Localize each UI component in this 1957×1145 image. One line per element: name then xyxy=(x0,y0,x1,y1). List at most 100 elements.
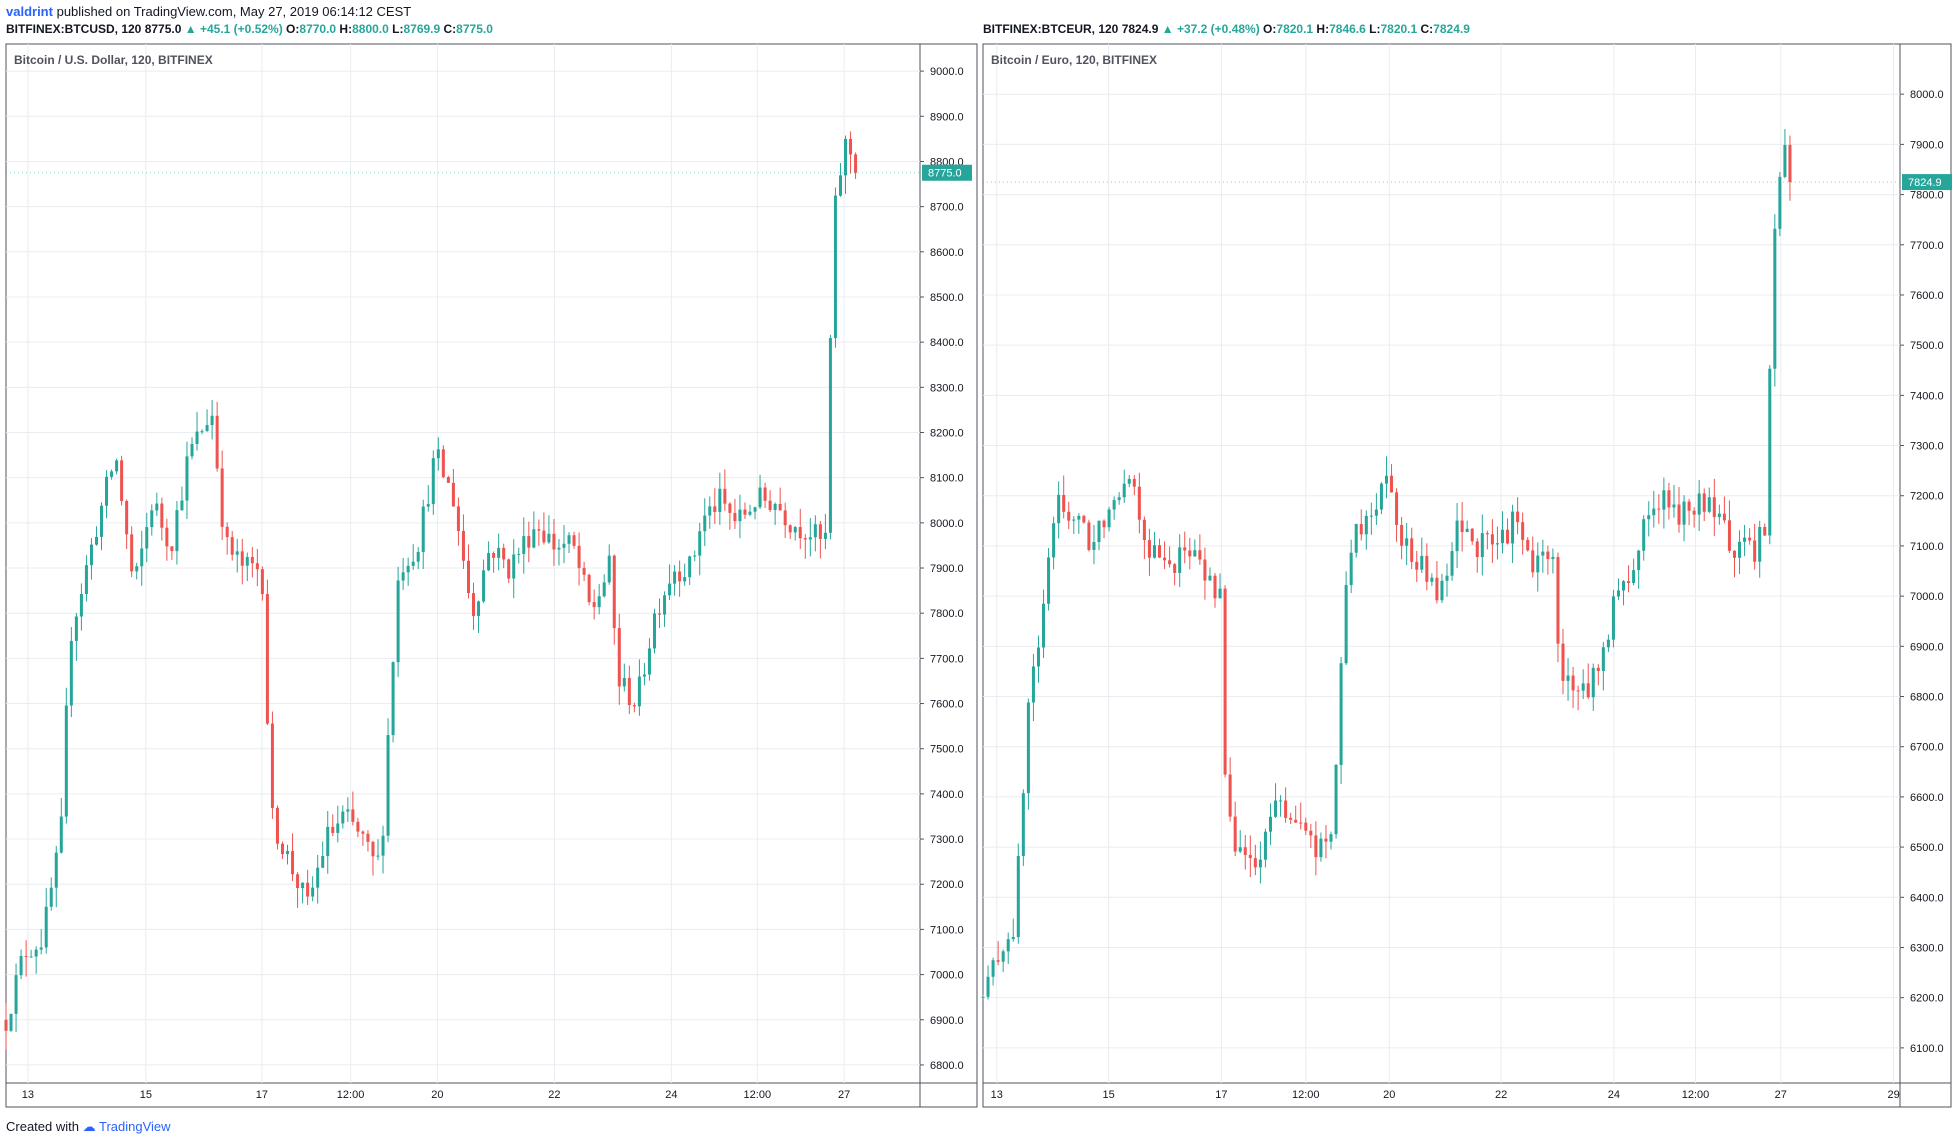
candle-body xyxy=(527,536,531,548)
right-change: +37.2 (+0.48%) xyxy=(1176,22,1260,36)
y-tick-label: 7900.0 xyxy=(930,563,964,575)
candle-body xyxy=(1662,490,1666,510)
candle-body xyxy=(1193,550,1197,557)
candle-body xyxy=(1546,551,1550,560)
candle-body xyxy=(145,527,149,549)
candle-body xyxy=(341,811,345,824)
candle-body xyxy=(477,601,481,616)
candle-body xyxy=(1309,830,1313,836)
y-tick-label: 8200.0 xyxy=(930,427,964,439)
y-tick-label: 7200.0 xyxy=(1910,491,1944,503)
candle-body xyxy=(225,526,229,538)
candle-body xyxy=(1284,800,1288,818)
y-tick-label: 6500.0 xyxy=(1910,842,1944,854)
left-change: +45.1 (+0.52%) xyxy=(199,22,283,36)
candle-body xyxy=(64,705,68,817)
author-link[interactable]: valdrint xyxy=(6,4,53,19)
candle-body xyxy=(507,559,511,579)
candle-body xyxy=(361,831,365,834)
candle-body xyxy=(617,628,621,687)
candle-body xyxy=(1384,475,1388,484)
candle-body xyxy=(1137,486,1141,520)
candle-body xyxy=(1183,547,1187,551)
y-tick-label: 7900.0 xyxy=(1910,139,1944,151)
candle-body xyxy=(1697,493,1701,515)
candle-body xyxy=(180,500,184,511)
y-tick-label: 7400.0 xyxy=(1910,390,1944,402)
candle-body xyxy=(1036,647,1040,667)
candle-body xyxy=(1470,528,1474,542)
candle-body xyxy=(502,547,506,560)
left-symbol: BITFINEX:BTCUSD, 120 xyxy=(6,22,142,36)
candle-body xyxy=(1571,675,1575,691)
candle-body xyxy=(492,553,496,558)
right-low: 7820.1 xyxy=(1380,22,1418,36)
candle-body xyxy=(642,674,646,677)
y-tick-label: 7700.0 xyxy=(1910,240,1944,252)
candle-body xyxy=(813,524,817,538)
y-tick-label: 7000.0 xyxy=(1910,591,1944,603)
candle-body xyxy=(1450,551,1454,576)
published-text: published on TradingView.com, May 27, 20… xyxy=(56,4,412,19)
candle-body xyxy=(1112,500,1116,510)
candle-body xyxy=(396,580,400,663)
candle-body xyxy=(991,960,995,977)
y-tick-label: 8100.0 xyxy=(930,473,964,485)
candle-body xyxy=(1556,556,1560,644)
candle-body xyxy=(210,415,214,426)
candle-body xyxy=(1047,557,1051,604)
candle-body xyxy=(1329,834,1333,842)
candle-body xyxy=(1334,764,1338,835)
tradingview-brand[interactable]: TradingView xyxy=(99,1119,171,1134)
candle-body xyxy=(1722,513,1726,521)
candle-body xyxy=(1415,561,1419,570)
candle-body xyxy=(658,613,662,615)
candle-body xyxy=(150,510,154,528)
candle-body xyxy=(250,557,254,564)
candle-body xyxy=(1198,550,1202,560)
candle-body xyxy=(1717,513,1721,518)
candle-body xyxy=(1445,575,1449,581)
y-tick-label: 7800.0 xyxy=(1910,190,1944,202)
candle-body xyxy=(1072,519,1076,521)
candle-body xyxy=(838,175,842,196)
candle-body xyxy=(69,640,73,706)
panel-title: Bitcoin / U.S. Dollar, 120, BITFINEX xyxy=(14,53,213,67)
candle-body xyxy=(416,552,420,562)
candle-body xyxy=(517,553,521,555)
candle-body xyxy=(1233,816,1237,852)
panel-frame xyxy=(5,43,978,1108)
candle-body xyxy=(1727,520,1731,551)
candle-body xyxy=(1753,540,1757,562)
candle-body xyxy=(748,511,752,515)
candle-body xyxy=(1732,550,1736,558)
candle-body xyxy=(1435,577,1439,601)
candle-body xyxy=(803,538,807,540)
y-tick-label: 6700.0 xyxy=(1910,742,1944,754)
candle-body xyxy=(306,882,310,897)
candle-body xyxy=(1591,667,1595,698)
candle-body xyxy=(773,503,777,510)
x-tick-label: 15 xyxy=(140,1089,152,1101)
candle-body xyxy=(436,449,440,459)
charts-canvas[interactable]: 6800.0 6900.0 7000.0 7100.0 7200.0 7300.0 7400… xyxy=(0,0,1957,1115)
candle-body xyxy=(577,545,581,568)
left-close: 8775.0 xyxy=(456,22,493,36)
candle-body xyxy=(291,850,295,875)
candle-body xyxy=(1400,524,1404,546)
y-tick-label: 8300.0 xyxy=(930,382,964,394)
candle-body xyxy=(1026,702,1030,794)
candle-body xyxy=(844,138,848,176)
candle-body xyxy=(1420,555,1424,570)
candle-body xyxy=(1364,515,1368,535)
candle-body xyxy=(411,561,415,566)
candle-body xyxy=(1021,793,1025,856)
candle-body xyxy=(1102,520,1106,528)
x-tick-label: 15 xyxy=(1103,1089,1115,1101)
y-tick-label: 7700.0 xyxy=(930,653,964,665)
candle-body xyxy=(683,577,687,582)
candle-body xyxy=(155,503,159,511)
x-tick-label: 22 xyxy=(1495,1089,1507,1101)
candle-body xyxy=(1263,831,1267,860)
candle-body xyxy=(738,509,742,522)
